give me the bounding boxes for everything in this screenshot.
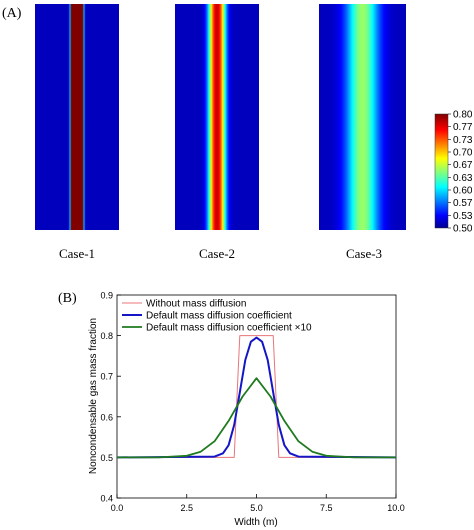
line-chart: 0.4 0.5 0.6 0.7 0.8 0.9 0.0 2.5 5.0 7.5 10.0 With… <box>88 291 405 529</box>
case-2-label: Case-2 <box>199 246 235 261</box>
series-line-1 <box>117 335 396 458</box>
case-1-label: Case-1 <box>59 246 95 261</box>
heatmap-group <box>35 4 406 230</box>
colorbar-tick-label: 0.60 <box>453 186 473 197</box>
series-group <box>116 335 397 459</box>
colorbar-tick-label: 0.77 <box>453 122 473 133</box>
panel-a-label: (A) <box>2 6 22 21</box>
legend-label: Default mass diffusion coefficient ×10 <box>146 323 312 334</box>
colorbar-tick-label: 0.80 <box>453 110 473 121</box>
y-axis-label: Noncondensable gas mass fraction <box>88 318 99 474</box>
colorbar-tick-label: 0.70 <box>453 148 473 159</box>
x-tick-group: 0.0 2.5 5.0 7.5 10.0 <box>111 494 405 513</box>
y-tick-label: 0.4 <box>100 494 113 504</box>
heatmap-case-1 <box>35 4 119 230</box>
x-tick-label: 5.0 <box>250 503 263 513</box>
colorbar-tick-label: 0.63 <box>453 173 473 184</box>
y-tick-label: 0.5 <box>100 453 113 463</box>
case-3-label: Case-3 <box>346 246 382 261</box>
panel-b-label: (B) <box>58 291 77 306</box>
heatmap-case-2 <box>175 4 259 230</box>
y-tick-group: 0.4 0.5 0.6 0.7 0.8 0.9 <box>100 291 121 504</box>
colorbar <box>434 113 449 229</box>
heatmap-case-3 <box>319 4 406 230</box>
colorbar-tick-group: 0.800.77 0.73 0.700.67 0.63 0.600.57 0.53 0.50 <box>448 110 473 235</box>
colorbar-tick-label: 0.67 <box>453 160 473 171</box>
colorbar-tick-label: 0.73 <box>453 135 473 146</box>
legend-label: Without mass diffusion <box>146 299 246 310</box>
y-tick-label: 0.6 <box>100 412 113 422</box>
y-tick-label: 0.9 <box>100 291 113 301</box>
colorbar-tick-label: 0.53 <box>453 211 473 222</box>
series-line-3 <box>117 377 396 459</box>
x-tick-label: 0.0 <box>111 503 124 513</box>
x-tick-label: 10.0 <box>387 503 405 513</box>
legend-label: Default mass diffusion coefficient <box>146 311 292 322</box>
x-tick-label: 7.5 <box>320 503 333 513</box>
colorbar-tick-label: 0.57 <box>453 198 473 209</box>
y-tick-label: 0.7 <box>100 372 113 382</box>
x-tick-label: 2.5 <box>180 503 193 513</box>
x-axis-label: Width (m) <box>234 517 277 528</box>
colorbar-tick-label: 0.50 <box>453 224 473 235</box>
y-tick-label: 0.8 <box>100 331 113 341</box>
series-line-2 <box>116 336 397 459</box>
